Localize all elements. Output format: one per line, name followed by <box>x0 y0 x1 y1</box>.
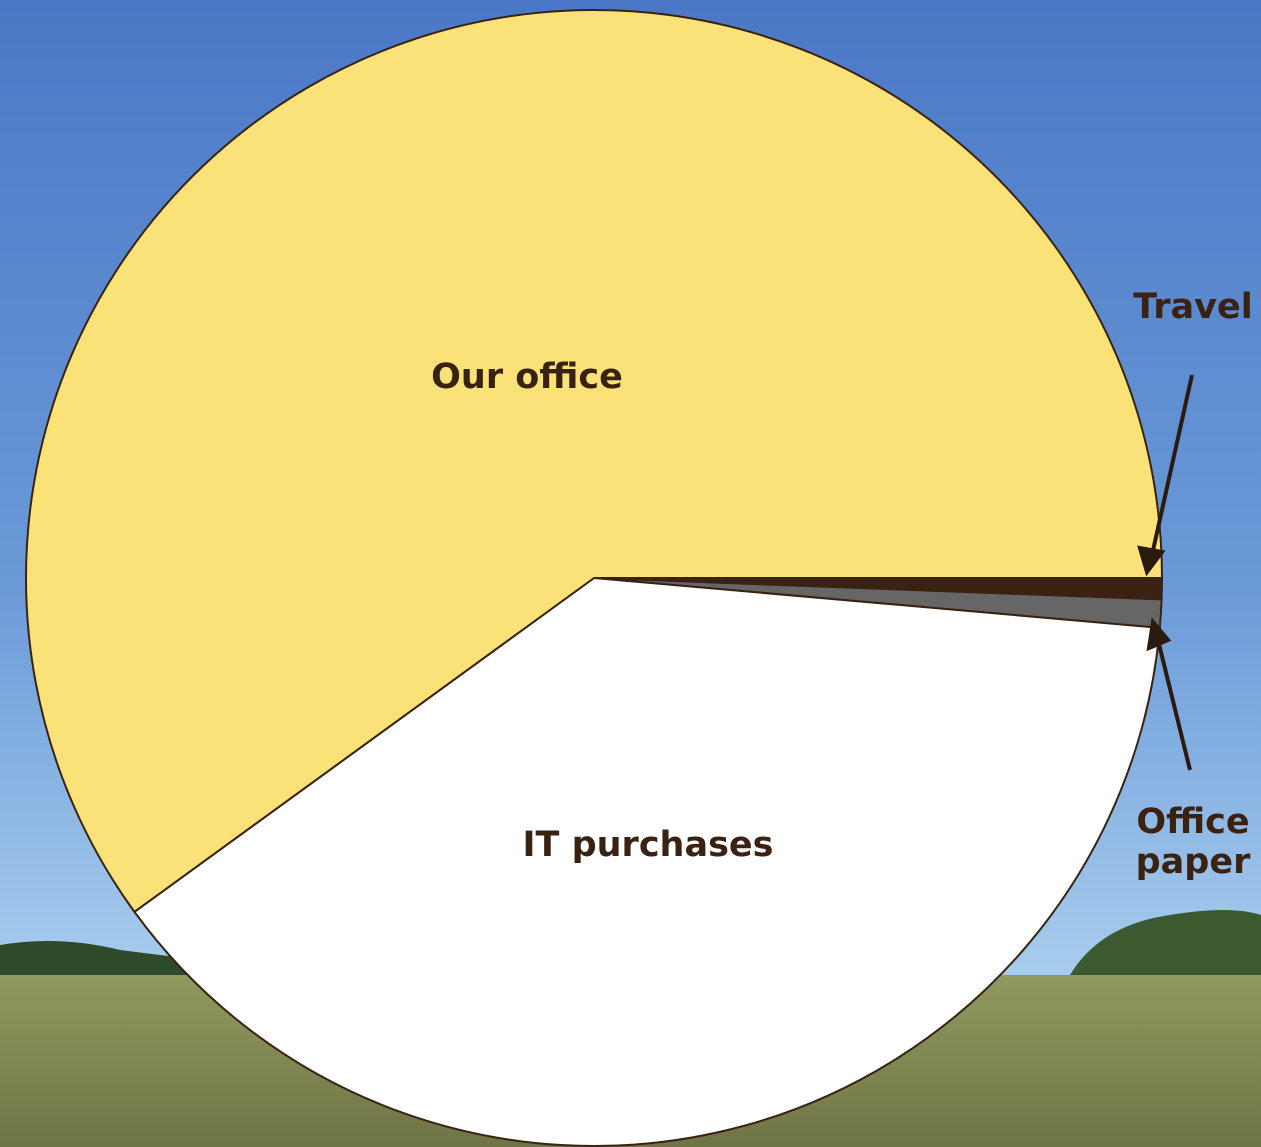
slice-label: IT purchases <box>518 825 778 865</box>
page: Travel Office paper IT purchases Our office… <box>0 0 1261 1147</box>
slice-label: Office paper <box>1118 802 1261 882</box>
pie <box>26 10 1162 1146</box>
slice-label: Our office <box>377 357 677 397</box>
slice-label: Travel <box>1113 287 1261 327</box>
chart <box>0 0 1261 1147</box>
